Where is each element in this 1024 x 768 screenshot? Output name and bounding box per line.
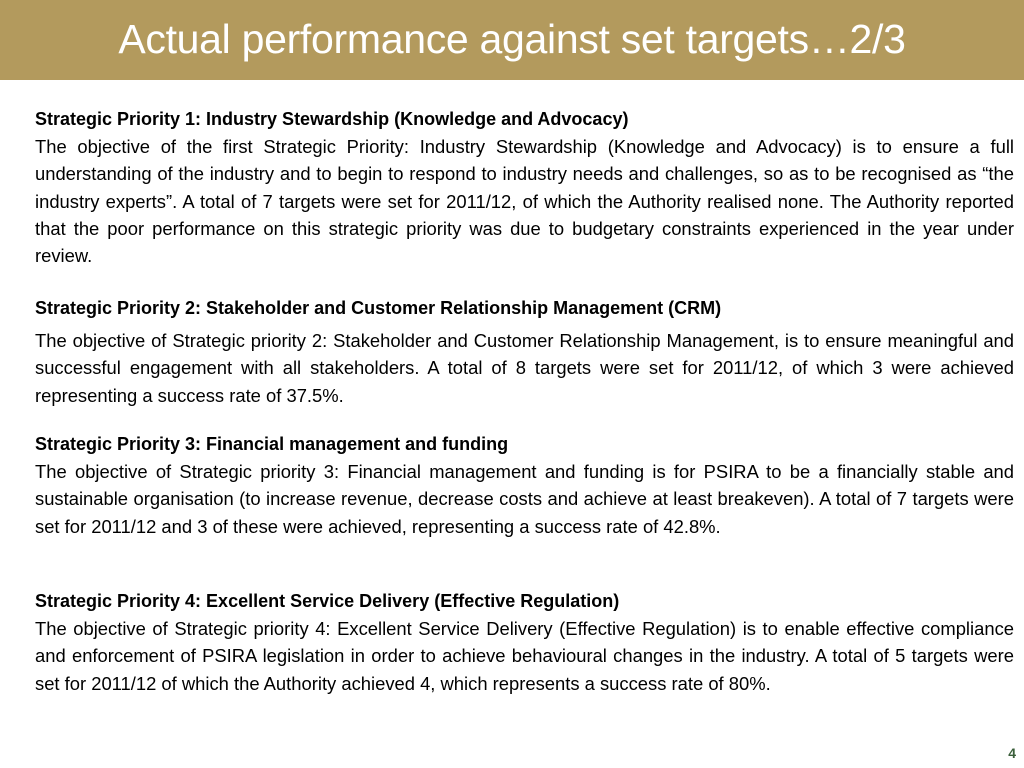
section-heading: Strategic Priority 1: Industry Stewardsh… [35, 109, 629, 129]
section-priority-1: Strategic Priority 1: Industry Stewardsh… [35, 106, 1014, 269]
section-heading: Strategic Priority 3: Financial manageme… [35, 434, 509, 454]
section-heading: Strategic Priority 4: Excellent Service … [35, 591, 620, 611]
page-number: 4 [1008, 745, 1016, 761]
section-body: The objective of the first Strategic Pri… [35, 136, 1014, 267]
section-body: The objective of Strategic priority 4: E… [35, 618, 1014, 694]
section-body: The objective of Strategic priority 3: F… [35, 461, 1014, 537]
section-heading: Strategic Priority 2: Stakeholder and Cu… [35, 298, 722, 318]
section-priority-3: Strategic Priority 3: Financial manageme… [35, 431, 1014, 540]
section-priority-4: Strategic Priority 4: Excellent Service … [35, 588, 1014, 697]
slide-title: Actual performance against set targets…2… [118, 16, 906, 62]
section-body: The objective of Strategic priority 2: S… [35, 330, 1014, 406]
section-priority-2: Strategic Priority 2: Stakeholder and Cu… [35, 295, 1014, 409]
title-bar: Actual performance against set targets…2… [0, 0, 1024, 80]
